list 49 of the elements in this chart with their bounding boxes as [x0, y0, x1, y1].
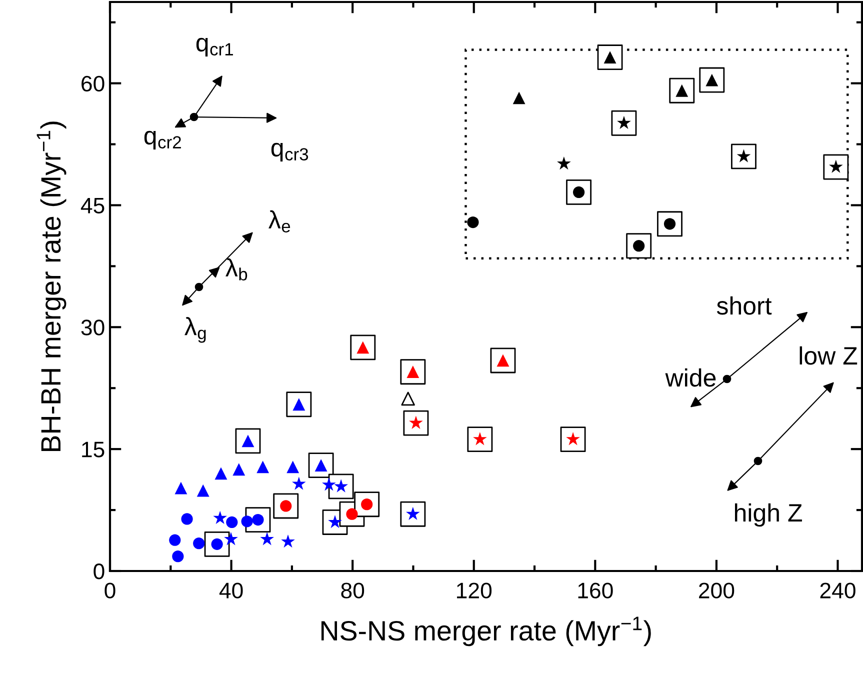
point — [292, 476, 306, 490]
point — [213, 510, 227, 524]
annotation: short — [716, 296, 772, 315]
point — [322, 478, 336, 491]
annotation: q$_{cr3}$ — [271, 142, 308, 162]
point — [401, 392, 415, 406]
point — [286, 460, 300, 474]
x-tick-label: 0 — [104, 582, 116, 598]
y-tick-label: 60 — [82, 76, 104, 92]
point — [241, 516, 253, 528]
y-tick-label: 30 — [81, 320, 104, 336]
point — [281, 534, 295, 548]
x-tick-label: 80 — [341, 582, 364, 598]
y-tick-label: 45 — [80, 198, 104, 214]
point — [224, 532, 238, 546]
point — [174, 482, 188, 494]
point — [169, 534, 181, 546]
annotation: high Z — [734, 503, 802, 527]
point — [256, 460, 270, 474]
x-tick-label: 200 — [699, 582, 734, 598]
x-axis-title: NS-NS merger rate (Myr$^{−1}$) — [321, 616, 651, 646]
point — [260, 532, 274, 546]
annotation: wide — [665, 368, 716, 387]
x-tick-label: 120 — [457, 582, 492, 598]
x-tick-label: 240 — [820, 582, 856, 598]
point — [512, 92, 526, 104]
x-tick-label: 160 — [578, 582, 613, 598]
point — [214, 467, 228, 480]
point — [196, 484, 210, 497]
point — [232, 463, 246, 476]
point — [403, 410, 429, 436]
annotation: low Z — [800, 346, 858, 365]
point — [226, 516, 238, 528]
point — [557, 156, 571, 170]
point — [181, 513, 193, 525]
y-tick-label: 0 — [94, 564, 104, 580]
x-tick-label: 40 — [219, 582, 243, 598]
point — [823, 154, 849, 180]
y-tick-label: 15 — [82, 442, 104, 458]
annotation: λ$_{g}$ — [184, 317, 206, 343]
point — [193, 538, 205, 550]
annotation: q$_{cr2}$ — [144, 130, 181, 150]
point — [172, 550, 184, 562]
annotation: q$_{cr1}$ — [196, 38, 233, 57]
annotation: λ$_{b}$ — [226, 258, 248, 280]
y-axis-title: BH-BH merger rate (Myr$^{−1}$) — [36, 122, 66, 452]
annotation: λ$_{e}$ — [268, 210, 290, 232]
point — [467, 216, 479, 228]
point — [400, 501, 426, 527]
